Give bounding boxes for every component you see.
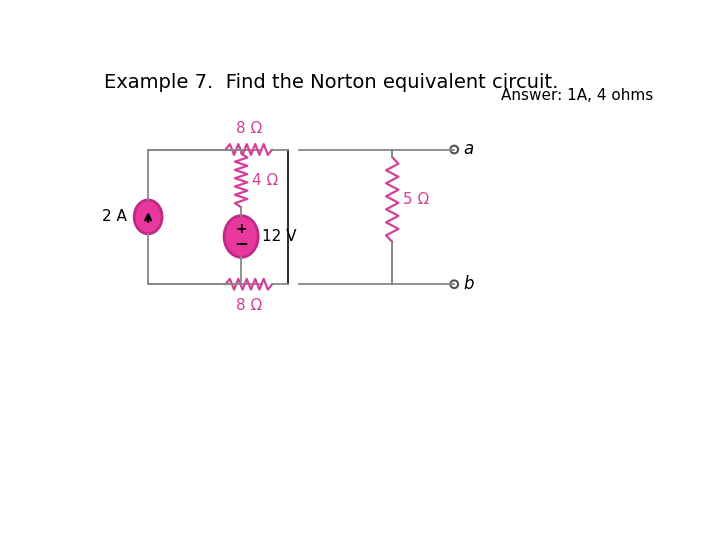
Text: 8 Ω: 8 Ω [235, 120, 262, 136]
Text: Example 7.  Find the Norton equivalent circuit.: Example 7. Find the Norton equivalent ci… [104, 72, 558, 91]
Text: a: a [464, 140, 474, 159]
Ellipse shape [134, 200, 162, 234]
Text: 2 A: 2 A [102, 210, 127, 225]
Circle shape [451, 146, 458, 153]
Circle shape [451, 280, 458, 288]
Text: Answer: 1A, 4 ohms: Answer: 1A, 4 ohms [500, 88, 653, 103]
Text: +: + [235, 222, 247, 236]
Text: 5 Ω: 5 Ω [403, 192, 429, 207]
Text: b: b [464, 275, 474, 293]
Text: −: − [234, 234, 248, 252]
Text: 8 Ω: 8 Ω [235, 298, 262, 313]
Text: 4 Ω: 4 Ω [252, 173, 278, 188]
Ellipse shape [224, 215, 258, 257]
Text: 12 V: 12 V [262, 229, 297, 244]
